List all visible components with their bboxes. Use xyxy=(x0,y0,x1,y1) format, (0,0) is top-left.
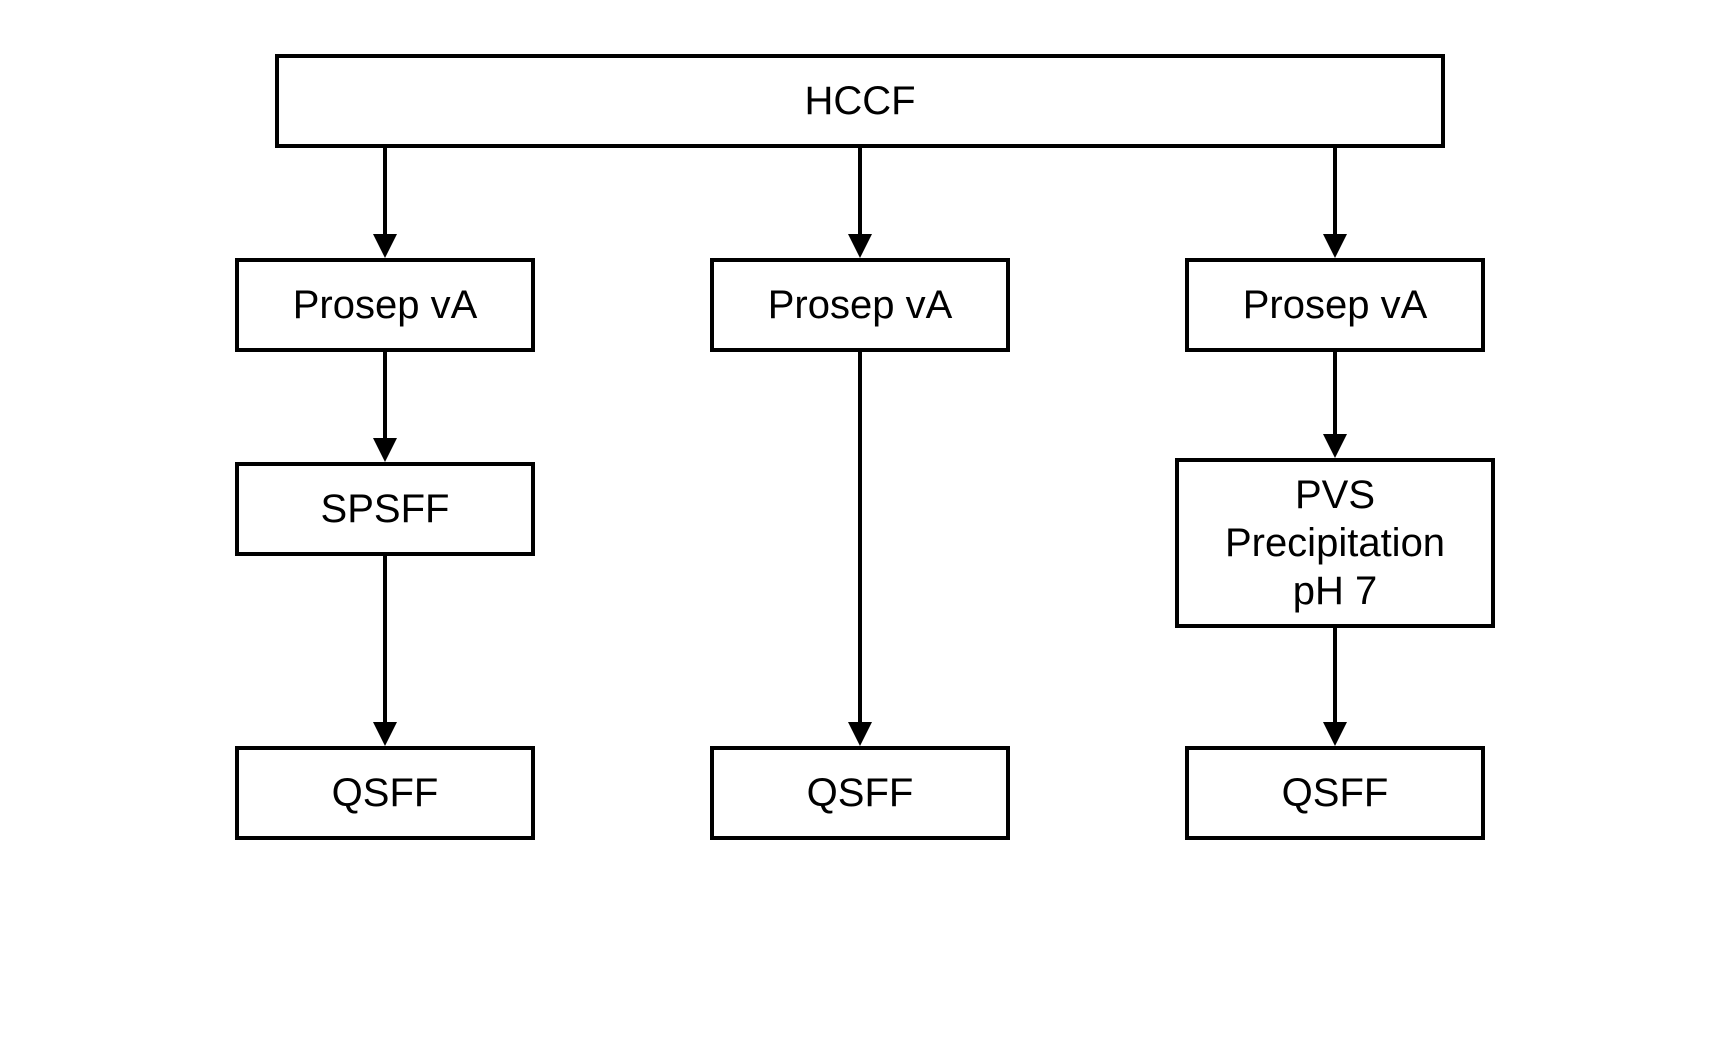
node-spsff: SPSFF xyxy=(235,462,535,556)
node-hccf: HCCF xyxy=(275,54,1445,148)
node-label: Prosep vA xyxy=(293,281,478,329)
node-prosep-a: Prosep vA xyxy=(235,258,535,352)
node-label: SPSFF xyxy=(321,485,450,533)
node-label: QSFF xyxy=(1282,769,1389,817)
node-qsff-b: QSFF xyxy=(710,746,1010,840)
node-label: Prosep vA xyxy=(1243,281,1428,329)
node-label: Prosep vA xyxy=(768,281,953,329)
node-qsff-a: QSFF xyxy=(235,746,535,840)
node-label: QSFF xyxy=(807,769,914,817)
node-pvs: PVS Precipitation pH 7 xyxy=(1175,458,1495,628)
node-label: HCCF xyxy=(804,77,915,125)
node-qsff-c: QSFF xyxy=(1185,746,1485,840)
node-prosep-b: Prosep vA xyxy=(710,258,1010,352)
node-label: QSFF xyxy=(332,769,439,817)
node-prosep-c: Prosep vA xyxy=(1185,258,1485,352)
node-label: PVS Precipitation pH 7 xyxy=(1225,471,1445,615)
